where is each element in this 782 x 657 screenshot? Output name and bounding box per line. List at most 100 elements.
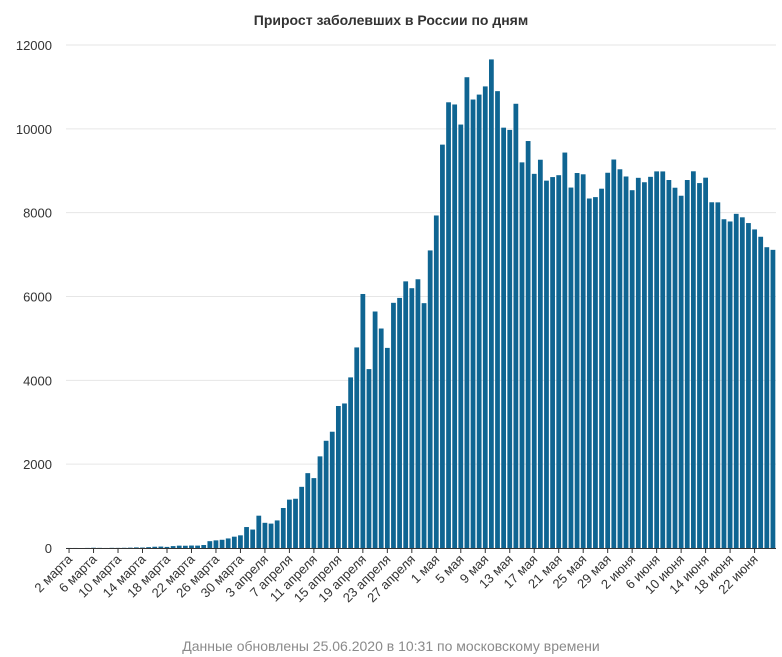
bar[interactable]	[672, 187, 678, 549]
bar[interactable]	[746, 223, 751, 548]
bar[interactable]	[623, 176, 629, 549]
bar[interactable]	[158, 546, 164, 548]
bar[interactable]	[293, 498, 298, 548]
bar[interactable]	[752, 229, 757, 548]
bar[interactable]	[311, 478, 317, 548]
bar[interactable]	[654, 171, 660, 548]
bar[interactable]	[568, 187, 574, 548]
bar[interactable]	[415, 279, 421, 548]
bar[interactable]	[342, 403, 347, 548]
bar[interactable]	[238, 535, 243, 548]
bar[interactable]	[219, 539, 225, 548]
bar[interactable]	[550, 177, 555, 548]
bar[interactable]	[446, 102, 451, 549]
bar[interactable]	[427, 250, 433, 548]
bar[interactable]	[513, 103, 519, 549]
bar[interactable]	[250, 529, 256, 548]
bar[interactable]	[476, 94, 482, 548]
bar[interactable]	[433, 215, 439, 549]
bar[interactable]	[299, 486, 305, 548]
bar[interactable]	[556, 175, 562, 548]
bar[interactable]	[727, 221, 733, 548]
bar[interactable]	[562, 152, 568, 548]
bar[interactable]	[268, 523, 274, 548]
bar[interactable]	[733, 213, 739, 548]
bar[interactable]	[690, 171, 696, 549]
bar[interactable]	[611, 159, 617, 548]
bar[interactable]	[715, 202, 721, 549]
bar[interactable]	[152, 546, 158, 548]
bar[interactable]	[421, 303, 427, 548]
bar[interactable]	[599, 188, 604, 548]
bar[interactable]	[134, 547, 139, 548]
bar[interactable]	[617, 169, 623, 548]
bar[interactable]	[213, 540, 219, 548]
bar[interactable]	[648, 176, 653, 548]
bar[interactable]	[709, 202, 715, 548]
bar[interactable]	[635, 177, 641, 548]
bar[interactable]	[360, 293, 366, 548]
bar[interactable]	[721, 219, 727, 548]
bar[interactable]	[329, 431, 335, 548]
bar[interactable]	[170, 546, 176, 548]
bar[interactable]	[519, 162, 525, 548]
bar[interactable]	[739, 217, 745, 548]
bar[interactable]	[384, 347, 390, 548]
bar[interactable]	[195, 545, 200, 548]
bar[interactable]	[440, 144, 445, 548]
bar[interactable]	[403, 281, 409, 548]
bar[interactable]	[489, 59, 494, 549]
bar[interactable]	[378, 328, 384, 548]
bar[interactable]	[580, 174, 586, 548]
bar[interactable]	[470, 99, 476, 548]
bar[interactable]	[482, 86, 488, 548]
bar[interactable]	[391, 302, 396, 548]
bar[interactable]	[280, 508, 286, 548]
bar[interactable]	[189, 545, 194, 548]
bar[interactable]	[574, 173, 580, 548]
bar[interactable]	[495, 91, 500, 549]
bar[interactable]	[452, 104, 458, 548]
bar[interactable]	[666, 180, 672, 548]
bar[interactable]	[207, 541, 213, 548]
bar[interactable]	[201, 545, 207, 548]
bar[interactable]	[660, 171, 666, 549]
bar[interactable]	[678, 195, 684, 549]
bar[interactable]	[176, 545, 182, 548]
bar[interactable]	[642, 182, 647, 549]
bar[interactable]	[305, 473, 311, 548]
bar[interactable]	[593, 197, 598, 548]
bar[interactable]	[182, 545, 188, 548]
bar[interactable]	[458, 124, 464, 548]
bar[interactable]	[164, 546, 170, 548]
bar[interactable]	[256, 515, 262, 548]
bar[interactable]	[605, 172, 611, 548]
bar[interactable]	[629, 190, 635, 548]
bar[interactable]	[586, 198, 592, 549]
bar[interactable]	[501, 127, 507, 548]
bar[interactable]	[348, 377, 353, 548]
bar[interactable]	[537, 159, 543, 549]
bar[interactable]	[274, 520, 280, 548]
bar[interactable]	[464, 77, 470, 548]
bar[interactable]	[225, 538, 231, 548]
bar[interactable]	[231, 536, 237, 548]
bar[interactable]	[703, 177, 708, 549]
bar[interactable]	[770, 249, 776, 548]
bar[interactable]	[409, 288, 415, 548]
bar[interactable]	[366, 369, 372, 548]
bar[interactable]	[397, 297, 402, 548]
bar[interactable]	[335, 405, 341, 548]
bar[interactable]	[684, 180, 690, 548]
bar[interactable]	[146, 547, 152, 548]
bar[interactable]	[544, 180, 549, 548]
bar[interactable]	[758, 236, 764, 548]
bar[interactable]	[372, 311, 378, 548]
bar[interactable]	[262, 522, 268, 548]
bar[interactable]	[525, 141, 531, 548]
bar[interactable]	[507, 129, 513, 549]
bar[interactable]	[244, 527, 249, 548]
bar[interactable]	[317, 456, 323, 548]
bar[interactable]	[531, 173, 537, 548]
bar[interactable]	[323, 440, 329, 548]
